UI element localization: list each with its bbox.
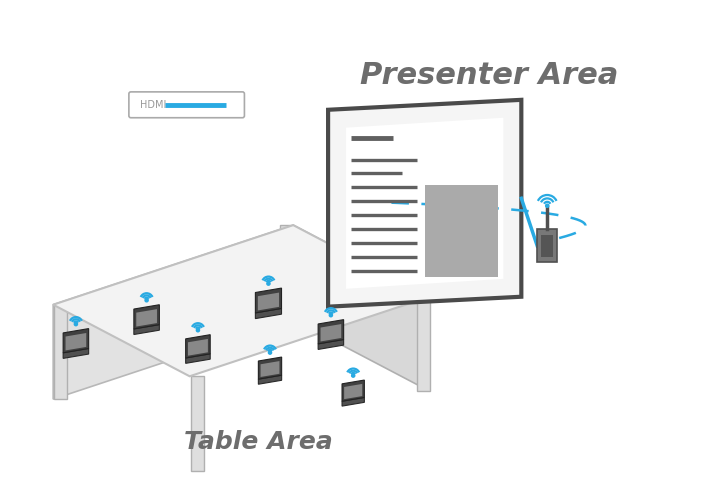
Bar: [54, 305, 67, 399]
Polygon shape: [53, 225, 430, 376]
Polygon shape: [259, 357, 282, 379]
Bar: [191, 376, 204, 471]
Polygon shape: [318, 320, 344, 344]
Polygon shape: [134, 325, 160, 334]
Bar: [537, 229, 557, 262]
Circle shape: [329, 314, 333, 317]
Circle shape: [145, 299, 148, 302]
Bar: [280, 225, 293, 320]
Polygon shape: [63, 348, 89, 358]
Circle shape: [75, 323, 77, 326]
Polygon shape: [255, 309, 281, 319]
Polygon shape: [65, 333, 86, 350]
FancyBboxPatch shape: [129, 92, 245, 118]
Polygon shape: [321, 324, 341, 341]
Polygon shape: [258, 293, 279, 311]
Bar: [425, 185, 498, 277]
Polygon shape: [134, 305, 160, 329]
Text: HDMI: HDMI: [140, 100, 166, 110]
Polygon shape: [186, 354, 210, 363]
Bar: [541, 235, 553, 257]
Bar: [417, 297, 430, 391]
Polygon shape: [136, 309, 157, 327]
Polygon shape: [188, 339, 208, 356]
Polygon shape: [344, 384, 362, 399]
Circle shape: [546, 204, 549, 207]
Text: Table Area: Table Area: [184, 430, 333, 454]
Text: Presenter Area: Presenter Area: [360, 61, 619, 90]
Polygon shape: [328, 100, 522, 307]
Polygon shape: [261, 361, 280, 377]
Circle shape: [269, 351, 271, 354]
Polygon shape: [259, 375, 282, 384]
Polygon shape: [318, 339, 344, 349]
Polygon shape: [63, 329, 89, 353]
Polygon shape: [346, 118, 503, 289]
Polygon shape: [293, 225, 430, 391]
Polygon shape: [255, 288, 281, 313]
Circle shape: [352, 374, 355, 377]
Polygon shape: [342, 398, 364, 406]
Polygon shape: [342, 380, 364, 401]
Circle shape: [196, 329, 200, 332]
Polygon shape: [186, 334, 210, 358]
Polygon shape: [53, 225, 293, 399]
Circle shape: [267, 282, 270, 285]
